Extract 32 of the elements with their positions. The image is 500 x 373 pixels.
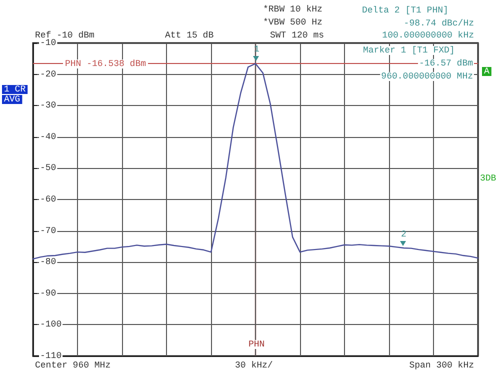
annotation: -16.57 dBm (418, 58, 474, 68)
text: *RBW 10 kHz (263, 4, 322, 14)
text: A (484, 66, 490, 76)
x-axis-title: 30 kHz/ (235, 360, 273, 370)
y-tick-label: -90 (40, 288, 56, 298)
y-tick-label: -60 (40, 194, 56, 204)
text: Center 960 MHz (35, 360, 111, 370)
text: Delta 2 [T1 PHN] (362, 6, 448, 16)
text: Span 300 kHz (409, 360, 474, 370)
text: Att 15 dB (165, 30, 214, 40)
annotation: PHN (248, 340, 265, 350)
text: -98.74 dBc/Hz (404, 18, 474, 28)
y-tick-label: -80 (40, 257, 56, 268)
y-tick-label: -100 (40, 320, 62, 330)
annotation: 960.000000000 MHz (381, 72, 474, 82)
annotation: Marker 1 [T1 FXD] (363, 46, 455, 56)
y-tick-label: -10 (40, 38, 56, 48)
y-tick-label: -70 (40, 226, 56, 236)
text: *VBW 500 Hz (263, 18, 322, 28)
ref-line-label: PHN -16.538 dBm (65, 58, 146, 69)
text: 1 CR (4, 84, 26, 94)
text: SWT 120 ms (270, 30, 324, 40)
y-tick-label: -110 (40, 351, 62, 361)
text: AVG (4, 94, 20, 104)
y-tick-label: -50 (40, 163, 56, 174)
y-tick-label: -30 (40, 100, 56, 111)
text: 100.000000000 kHz (382, 30, 474, 40)
y-tick-label: -20 (40, 69, 56, 80)
annotation: 2 (401, 230, 406, 240)
y-axis-title: Ref -10 dBm (35, 30, 94, 40)
text: 3DB (480, 174, 497, 184)
y-tick-label: -40 (40, 132, 56, 142)
